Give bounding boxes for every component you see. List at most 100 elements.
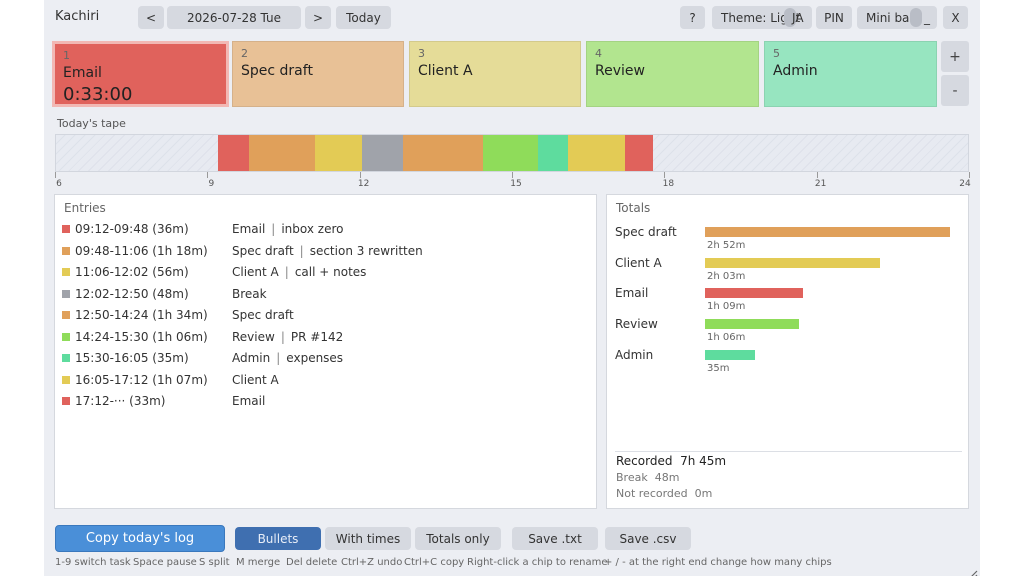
not-recorded-value: 0m xyxy=(694,487,713,500)
tape-segment[interactable] xyxy=(314,135,363,171)
tape-tick xyxy=(207,172,209,178)
task-chip-spec-draft[interactable]: 2 Spec draft xyxy=(232,41,404,107)
tape-segment[interactable] xyxy=(402,135,483,171)
entry-row[interactable]: 14:24-15:30 (1h 06m) Review | PR #142 xyxy=(62,327,343,347)
tape-segment[interactable] xyxy=(624,135,653,171)
save-txt-button[interactable]: Save .txt xyxy=(512,527,598,550)
entry-row[interactable]: 12:02-12:50 (48m) Break xyxy=(62,284,279,304)
totals-task-name: Spec draft xyxy=(615,225,677,239)
hint-delete: Del delete xyxy=(286,557,338,568)
chip-number: 2 xyxy=(241,47,248,60)
task-chip-admin[interactable]: 5 Admin xyxy=(764,41,937,107)
next-day-button[interactable]: > xyxy=(305,6,331,29)
entry-task: Admin xyxy=(232,351,271,365)
entry-time: 11:06-12:02 (56m) xyxy=(75,265,189,279)
tape-tick-label: 24 xyxy=(959,179,971,189)
resize-grip-icon[interactable] xyxy=(968,564,978,576)
entry-task: Spec draft xyxy=(232,243,294,258)
entry-task: Review xyxy=(232,329,275,344)
today-button[interactable]: Today xyxy=(336,6,391,29)
recorded-summary: Recorded 7h 45m xyxy=(616,454,726,468)
entry-time: 09:12-09:48 (36m) xyxy=(75,222,189,236)
entry-color-swatch xyxy=(62,289,70,298)
entry-row[interactable]: 17:12-··· (33m) Email xyxy=(62,391,277,411)
chip-number: 4 xyxy=(595,47,602,60)
totals-task-name: Review xyxy=(615,317,658,332)
chip-label: Admin xyxy=(773,63,818,79)
tape-segment[interactable] xyxy=(538,135,568,171)
totals-only-format-button[interactable]: Totals only xyxy=(415,527,501,550)
remove-chip-button[interactable]: - xyxy=(941,75,969,106)
totals-task-name: Client A xyxy=(615,255,662,270)
totals-bar xyxy=(705,288,804,299)
mini-bar-button[interactable]: Mini bar _ xyxy=(857,6,937,29)
entry-task: Client A xyxy=(232,372,279,387)
pin-button[interactable]: PIN xyxy=(816,6,852,29)
prev-day-button[interactable]: < xyxy=(138,6,164,29)
chip-label: Spec draft xyxy=(241,63,313,79)
entry-color-swatch xyxy=(62,375,70,384)
copy-log-button[interactable]: Copy today's log xyxy=(55,525,225,552)
tape-segment[interactable] xyxy=(568,135,625,171)
tape-segment[interactable] xyxy=(218,135,249,171)
tape-tick xyxy=(359,172,361,178)
entry-note: section 3 rewritten xyxy=(309,243,423,258)
timeline-tape[interactable] xyxy=(55,134,969,172)
tape-segment[interactable] xyxy=(482,135,539,171)
not-recorded-label: Not recorded xyxy=(616,487,688,500)
theme-toggle-knob xyxy=(784,8,796,27)
entry-time: 12:02-12:50 (48m) xyxy=(75,286,189,301)
tape-segment[interactable] xyxy=(248,135,315,171)
tape-tick-label: 21 xyxy=(814,179,827,189)
hint-rename: Right-click a chip to rename xyxy=(467,557,608,568)
totals-divider xyxy=(615,451,962,452)
save-csv-button[interactable]: Save .csv xyxy=(605,527,691,550)
help-button[interactable]: ? xyxy=(680,6,705,29)
tape-tick-label: 15 xyxy=(510,179,522,189)
date-picker[interactable]: 2026-07-28 Tue xyxy=(167,6,301,29)
totals-value: 1h 09m xyxy=(707,301,746,313)
entry-row[interactable]: 09:48-11:06 (1h 18m) Spec draft | section 3… xyxy=(62,241,423,261)
tape-tick xyxy=(512,172,513,178)
entry-task: Spec draft xyxy=(232,308,294,322)
task-chip-email[interactable]: 1 Email 0:33:00 xyxy=(52,41,229,107)
with-times-format-button[interactable]: With times xyxy=(325,527,411,550)
entry-time: 16:05-17:12 (1h 07m) xyxy=(75,372,208,387)
entry-row[interactable]: 11:06-12:02 (56m) Client A | call + notes xyxy=(62,262,366,282)
hint-copy: Ctrl+C copy xyxy=(404,557,465,568)
totals-panel: Totals Spec draft 2h 52m Client A 2h 03m Ema… xyxy=(606,194,969,509)
chip-timer: 0:33:00 xyxy=(63,84,133,105)
totals-title: Totals xyxy=(616,201,651,215)
entry-row[interactable]: 09:12-09:48 (36m) Email | inbox zero xyxy=(62,219,343,239)
entries-panel: Entries 09:12-09:48 (36m) Email | inbox zer… xyxy=(54,194,597,509)
theme-button[interactable]: Theme: Light JA xyxy=(712,6,812,29)
entry-row[interactable]: 15:30-16:05 (35m) Admin | expenses xyxy=(62,348,343,368)
add-chip-button[interactable]: + xyxy=(941,41,969,72)
close-button[interactable]: X xyxy=(943,6,968,29)
tape-tick xyxy=(55,172,56,178)
entry-color-swatch xyxy=(62,311,70,319)
bullets-format-button[interactable]: Bullets xyxy=(235,527,321,550)
tape-segment[interactable] xyxy=(362,135,403,171)
entry-task: Client A xyxy=(232,265,279,279)
entry-separator: | xyxy=(299,243,304,258)
entry-separator: | xyxy=(284,265,289,279)
recorded-value: 7h 45m xyxy=(680,454,727,468)
entry-row[interactable]: 12:50-14:24 (1h 34m) Spec draft xyxy=(62,305,306,325)
language-label: JA xyxy=(792,10,804,25)
minimize-label: _ xyxy=(924,10,930,25)
entry-time: 12:50-14:24 (1h 34m) xyxy=(75,308,208,322)
chip-label: Review xyxy=(595,63,645,79)
entry-note: PR #142 xyxy=(290,329,344,344)
break-label: Break xyxy=(616,471,648,484)
hint-split: S split xyxy=(199,557,230,568)
totals-value: 1h 06m xyxy=(707,332,746,344)
entry-row[interactable]: 16:05-17:12 (1h 07m) Client A xyxy=(62,370,291,390)
entry-time: 17:12-··· (33m) xyxy=(75,394,166,408)
totals-bar xyxy=(705,257,881,268)
entry-color-swatch xyxy=(62,225,70,233)
mini-bar-toggle-knob xyxy=(910,8,922,27)
tape-tick-label: 12 xyxy=(357,179,370,189)
task-chip-review[interactable]: 4 Review xyxy=(586,41,759,107)
task-chip-client-a[interactable]: 3 Client A xyxy=(409,41,581,107)
